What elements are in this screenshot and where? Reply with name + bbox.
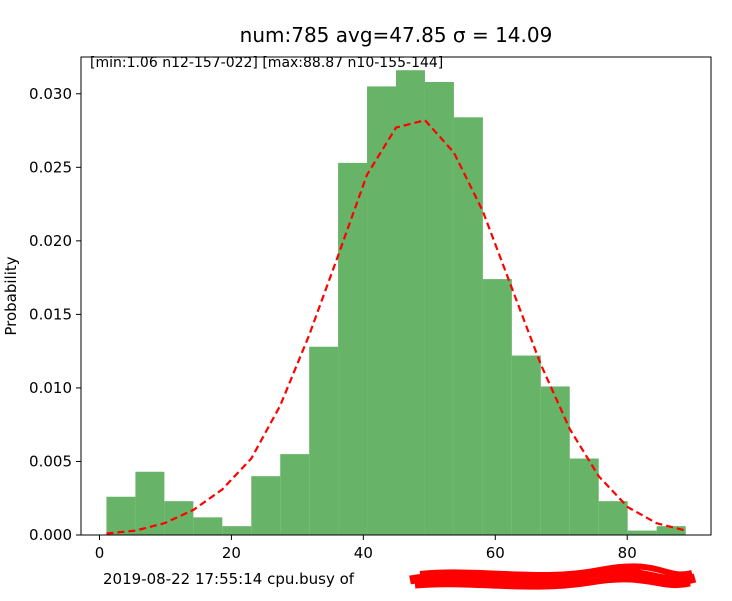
y-tick-label: 0.000 — [29, 526, 72, 544]
chart-title: num:785 avg=47.85 σ = 14.09 — [240, 23, 553, 47]
normal-fit-curve — [106, 118, 686, 535]
histogram-bar — [106, 496, 136, 535]
y-tick-label: 0.025 — [29, 158, 72, 176]
y-tick-label: 0.030 — [29, 85, 72, 103]
y-axis: 0.000 0.005 0.010 0.015 0.020 0.025 0.030 — [29, 85, 81, 544]
histogram-bar — [511, 355, 541, 535]
y-tick-label: 0.020 — [29, 232, 72, 250]
histogram-bar — [164, 501, 194, 535]
plot-frame — [80, 56, 712, 536]
y-tick-label: 0.015 — [29, 305, 72, 323]
x-tick-label: 60 — [486, 544, 505, 562]
histogram-bar — [424, 82, 454, 535]
x-tick-label: 0 — [95, 544, 105, 562]
histogram-bar — [598, 501, 628, 535]
histogram-bar — [453, 117, 483, 535]
histogram-bar — [396, 70, 425, 535]
histogram-bar — [656, 526, 686, 535]
x-tick-label: 80 — [618, 544, 637, 562]
histogram-bars — [106, 70, 686, 536]
histogram-bar — [367, 86, 396, 536]
y-axis-label: Probability — [2, 256, 20, 335]
y-tick-label: 0.010 — [29, 379, 72, 397]
histogram-bar — [540, 386, 570, 535]
x-tick-label: 20 — [222, 544, 241, 562]
histogram-bar — [280, 454, 310, 535]
histogram-bar — [482, 279, 512, 535]
minmax-annotation: [min:1.06 n12-157-022] [max:88.87 n10-15… — [90, 55, 443, 71]
redaction-scribble — [409, 563, 697, 590]
x-axis-label: 2019-08-22 17:55:14 cpu.busy of — [103, 570, 355, 588]
histogram-bar — [222, 526, 252, 535]
x-axis: 0 20 40 60 80 — [95, 535, 637, 562]
x-tick-label: 40 — [354, 544, 373, 562]
histogram-bar — [193, 517, 223, 535]
histogram-bar — [338, 162, 368, 535]
histogram-bar — [627, 530, 657, 535]
histogram-bar — [569, 458, 599, 535]
histogram-bar — [309, 346, 339, 535]
histogram-bar — [135, 471, 165, 535]
histogram-bar — [251, 476, 281, 535]
y-tick-label: 0.005 — [29, 452, 72, 470]
